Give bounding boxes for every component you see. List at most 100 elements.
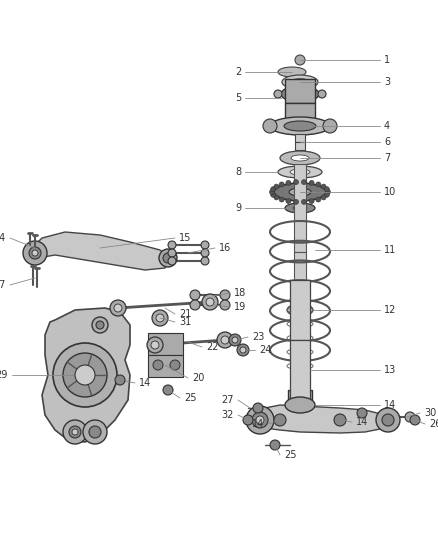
Circle shape: [293, 199, 299, 204]
Circle shape: [357, 408, 367, 418]
Ellipse shape: [285, 397, 315, 413]
Circle shape: [279, 182, 284, 187]
Circle shape: [89, 426, 101, 438]
Text: 27: 27: [222, 395, 234, 405]
Text: 34: 34: [0, 233, 6, 243]
Circle shape: [220, 300, 230, 310]
Circle shape: [53, 343, 117, 407]
Text: 19: 19: [234, 302, 246, 312]
Bar: [285, 79, 315, 103]
Bar: [148, 355, 183, 377]
Circle shape: [376, 408, 400, 432]
Circle shape: [63, 353, 107, 397]
Ellipse shape: [284, 121, 316, 131]
Circle shape: [220, 290, 230, 300]
Circle shape: [69, 426, 81, 438]
Circle shape: [325, 192, 329, 197]
Circle shape: [152, 310, 168, 326]
Bar: [295, 142, 305, 150]
Circle shape: [92, 317, 108, 333]
Ellipse shape: [270, 117, 330, 135]
Circle shape: [217, 332, 233, 348]
Circle shape: [114, 304, 122, 312]
Text: 21: 21: [179, 309, 191, 319]
Circle shape: [29, 247, 41, 259]
Circle shape: [252, 412, 268, 428]
Circle shape: [325, 190, 331, 195]
Bar: [288, 410, 312, 430]
Bar: [290, 340, 310, 400]
Ellipse shape: [280, 151, 320, 165]
Circle shape: [271, 192, 276, 197]
Text: 15: 15: [179, 233, 191, 243]
Text: 12: 12: [384, 305, 396, 315]
Circle shape: [405, 412, 415, 422]
Circle shape: [201, 241, 209, 249]
Text: 20: 20: [192, 373, 205, 383]
Ellipse shape: [285, 203, 315, 213]
Text: 26: 26: [429, 419, 438, 429]
Text: 7: 7: [384, 153, 390, 163]
Text: 30: 30: [424, 408, 436, 418]
Text: 1: 1: [384, 55, 390, 65]
Circle shape: [325, 187, 329, 192]
Circle shape: [309, 180, 314, 185]
Ellipse shape: [278, 166, 322, 178]
Bar: [290, 280, 310, 340]
Circle shape: [318, 90, 326, 98]
Bar: [285, 103, 315, 127]
Circle shape: [263, 119, 277, 133]
Circle shape: [286, 199, 291, 204]
Circle shape: [206, 298, 214, 306]
Circle shape: [170, 360, 180, 370]
Circle shape: [237, 344, 249, 356]
Circle shape: [316, 182, 321, 187]
Circle shape: [410, 415, 420, 425]
Circle shape: [201, 249, 209, 257]
Text: 3: 3: [384, 77, 390, 87]
Text: 8: 8: [235, 167, 241, 177]
Circle shape: [295, 55, 305, 65]
Text: 13: 13: [384, 365, 396, 375]
Circle shape: [253, 403, 263, 413]
Polygon shape: [258, 405, 390, 433]
Ellipse shape: [291, 78, 309, 85]
Circle shape: [190, 290, 200, 300]
Bar: [148, 333, 183, 355]
Text: 22: 22: [206, 342, 219, 352]
Circle shape: [293, 180, 299, 184]
Text: 25: 25: [284, 450, 297, 460]
Circle shape: [271, 187, 276, 192]
Ellipse shape: [291, 155, 309, 161]
Ellipse shape: [278, 67, 306, 77]
Ellipse shape: [287, 304, 313, 316]
Circle shape: [32, 250, 38, 256]
Text: 18: 18: [234, 288, 246, 298]
Circle shape: [75, 365, 95, 385]
Text: 16: 16: [219, 243, 231, 253]
Circle shape: [159, 249, 177, 267]
Circle shape: [270, 440, 280, 450]
Circle shape: [168, 241, 176, 249]
Text: 6: 6: [384, 137, 390, 147]
Text: 14: 14: [252, 419, 264, 429]
Circle shape: [279, 197, 284, 202]
Polygon shape: [32, 232, 170, 270]
Circle shape: [274, 90, 282, 98]
Ellipse shape: [274, 183, 326, 201]
Circle shape: [202, 294, 218, 310]
Ellipse shape: [290, 169, 310, 175]
Circle shape: [163, 385, 173, 395]
Bar: [294, 164, 306, 252]
Circle shape: [309, 199, 314, 204]
Text: 4: 4: [384, 121, 390, 131]
Circle shape: [301, 199, 307, 204]
Circle shape: [72, 429, 78, 435]
Circle shape: [83, 420, 107, 444]
Circle shape: [246, 406, 274, 434]
Circle shape: [321, 184, 326, 189]
Ellipse shape: [289, 188, 311, 196]
Circle shape: [115, 375, 125, 385]
Circle shape: [229, 334, 241, 346]
Text: 32: 32: [222, 410, 234, 420]
